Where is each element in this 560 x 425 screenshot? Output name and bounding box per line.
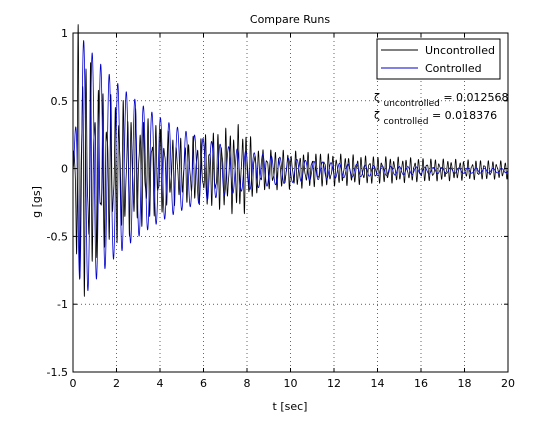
- y-tick-label: 0.5: [51, 95, 69, 108]
- x-tick-label: 14: [371, 377, 385, 390]
- x-tick-label: 10: [284, 377, 298, 390]
- y-tick-label: -1.5: [47, 366, 68, 379]
- annotation-uncontrolled: ζ uncontrolled = 0.012568: [374, 91, 509, 109]
- legend-label-uncontrolled: Uncontrolled: [425, 44, 495, 57]
- x-axis-label: t [sec]: [273, 400, 308, 413]
- annotation-value: = 0.012568: [443, 91, 508, 104]
- legend: Uncontrolled Controlled: [376, 38, 501, 80]
- x-tick-label: 2: [113, 377, 120, 390]
- y-tick-label: 0: [61, 163, 68, 176]
- axis-ticks: 0 2 4 6 8 10 12 14 16 18 20 -1.5 -1 -0.5 0 0.5 1: [47, 27, 515, 390]
- annotation-subscript: uncontrolled: [383, 99, 439, 109]
- x-tick-label: 0: [70, 377, 77, 390]
- annotation-controlled: ζ controlled = 0.018376: [374, 109, 497, 127]
- x-tick-label: 18: [458, 377, 472, 390]
- y-tick-label: -0.5: [47, 230, 68, 243]
- x-tick-label: 20: [501, 377, 515, 390]
- y-axis-label: g [gs]: [30, 186, 43, 218]
- legend-label-controlled: Controlled: [425, 62, 482, 75]
- chart-title: Compare Runs: [250, 13, 330, 26]
- series-line-uncontrolled: [72, 24, 509, 297]
- x-tick-label: 6: [200, 377, 207, 390]
- x-tick-label: 8: [244, 377, 251, 390]
- annotation-subscript: controlled: [383, 117, 428, 127]
- annotation-value: = 0.018376: [432, 109, 497, 122]
- grid: [73, 33, 508, 372]
- y-tick-label: -1: [57, 298, 68, 311]
- damping-annotation: ζ uncontrolled = 0.012568 ζ controlled =…: [374, 91, 509, 127]
- x-tick-label: 16: [414, 377, 428, 390]
- x-tick-label: 4: [157, 377, 164, 390]
- series-layer: [72, 24, 509, 297]
- zeta-symbol: ζ: [374, 109, 380, 122]
- zeta-symbol: ζ: [374, 91, 380, 104]
- y-tick-label: 1: [61, 27, 68, 40]
- x-tick-label: 12: [327, 377, 341, 390]
- series-line-controlled: [72, 40, 509, 292]
- legend-box: [376, 38, 501, 80]
